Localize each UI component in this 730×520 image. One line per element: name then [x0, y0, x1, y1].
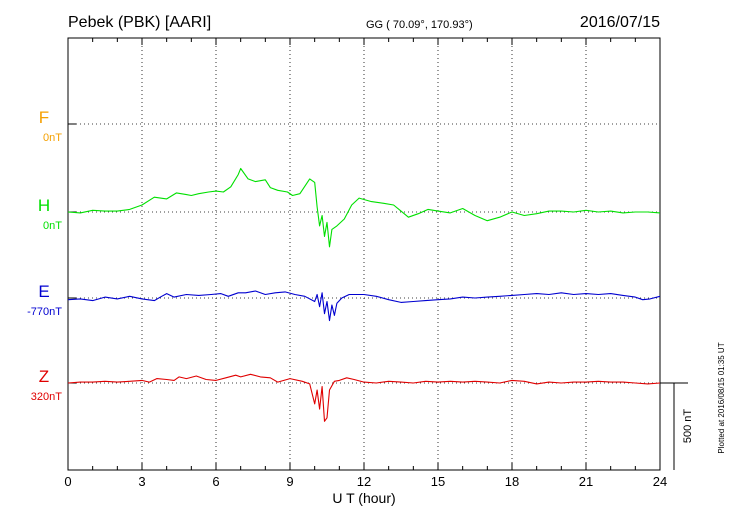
series-label-f: F [39, 108, 49, 127]
date-label: 2016/07/15 [580, 14, 660, 31]
series-label-e: E [38, 282, 49, 301]
x-tick-label: 12 [357, 474, 371, 489]
series-lines [67, 167, 661, 422]
series-baseline-e: -770nT [27, 306, 62, 318]
series-line-e [67, 290, 661, 322]
grid [68, 38, 660, 470]
x-tick-label: 18 [505, 474, 519, 489]
x-tick-label: 21 [579, 474, 593, 489]
x-tick-label: 15 [431, 474, 445, 489]
series-labels: F 0nT H 0nT E -770nT Z 320nT [27, 108, 62, 403]
station-title: Pebek (PBK) [AARI] [68, 14, 211, 31]
series-label-z: Z [39, 367, 49, 386]
coords-label: GG ( 70.09°, 170.93°) [366, 19, 473, 31]
x-tick-label: 9 [286, 474, 293, 489]
x-axis-label: U T (hour) [332, 490, 395, 506]
series-line-z [67, 373, 661, 422]
plotted-at-note: Plotted at 2016/08/15 01:35 UT [717, 342, 726, 453]
x-axis-ticks: 0 3 6 9 12 15 18 21 24 [64, 38, 667, 489]
series-baseline-h: 0nT [43, 220, 62, 232]
x-tick-label: 6 [212, 474, 219, 489]
scale-bar-label: 500 nT [682, 409, 694, 444]
x-tick-label: 24 [653, 474, 667, 489]
x-tick-label: 0 [64, 474, 71, 489]
series-baseline-z: 320nT [31, 391, 62, 403]
series-line-h [67, 167, 661, 248]
x-tick-label: 3 [138, 474, 145, 489]
series-baseline-f: 0nT [43, 132, 62, 144]
series-label-h: H [38, 196, 50, 215]
